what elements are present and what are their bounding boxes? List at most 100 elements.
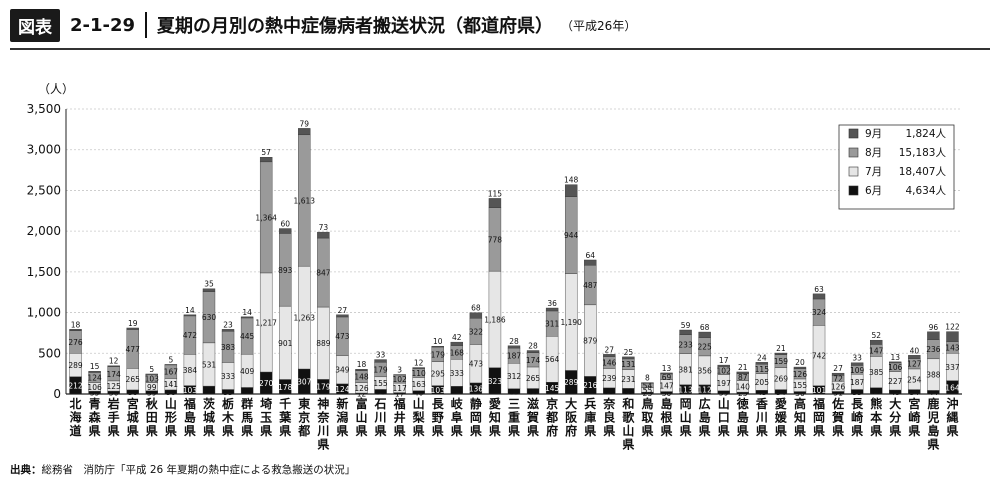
data-label: 27 <box>338 306 348 315</box>
data-label: 307 <box>297 378 312 387</box>
bar-segment <box>660 372 673 375</box>
x-tick-label: 埼玉県 <box>260 396 272 438</box>
data-label: 205 <box>755 378 770 387</box>
x-tick-label: 鹿児島県 <box>926 396 939 452</box>
x-tick-label: 山梨県 <box>412 396 425 438</box>
y-tick-label: 1,000 <box>27 306 61 320</box>
data-label: 27 <box>833 364 843 373</box>
bar-segment <box>507 345 521 349</box>
legend-series-total: 15,183人 <box>899 147 947 159</box>
bar-segment <box>908 355 921 359</box>
data-label: 10 <box>433 337 443 346</box>
data-label: 64 <box>585 251 595 260</box>
data-label: 117 <box>392 384 407 393</box>
legend-swatch <box>848 147 859 158</box>
x-tick-label: 福岡県 <box>812 396 825 438</box>
data-label: 59 <box>681 321 691 330</box>
data-label: 94 <box>452 386 462 395</box>
data-label: 57 <box>261 148 271 157</box>
data-label: 79 <box>300 119 310 128</box>
data-label: 28 <box>528 342 538 351</box>
y-tick-label: 3,500 <box>27 102 61 116</box>
data-label: 147 <box>659 382 674 391</box>
data-label: 167 <box>164 368 179 377</box>
y-tick-label: 500 <box>38 346 61 360</box>
legend-series-total: 1,824人 <box>905 128 946 140</box>
bar-segment <box>946 331 959 342</box>
bar-segment <box>736 371 749 374</box>
bar-segment <box>374 359 387 363</box>
data-label: 52 <box>871 331 881 340</box>
bar-segment <box>298 128 311 136</box>
data-label: 124 <box>335 385 350 394</box>
data-label: 349 <box>335 366 350 375</box>
data-label: 333 <box>450 369 465 378</box>
data-label: 487 <box>583 281 598 290</box>
bar-segment <box>545 307 559 312</box>
data-label: 265 <box>526 374 541 383</box>
data-label: 893 <box>278 266 293 275</box>
data-label: 383 <box>221 343 236 352</box>
data-label: 112 <box>697 385 712 394</box>
x-tick-label: 青森県 <box>89 396 102 438</box>
data-label: 31 <box>833 389 843 398</box>
legend-series-total: 18,407人 <box>899 166 947 178</box>
data-label: 472 <box>183 331 198 340</box>
data-label: 356 <box>697 366 712 375</box>
x-tick-label: 兵庫県 <box>584 396 596 438</box>
data-label: 155 <box>793 381 808 390</box>
data-label: 30 <box>662 389 672 398</box>
data-label: 35 <box>90 389 100 398</box>
data-label: 630 <box>202 313 217 322</box>
data-label: 96 <box>929 323 939 332</box>
bar-segment <box>774 352 788 355</box>
x-tick-label: 熊本県 <box>870 396 882 438</box>
data-label: 889 <box>316 339 331 348</box>
figure-header: 図表 2-1-29 夏期の月別の熱中症傷病者搬送状況（都道府県） （平成26年） <box>10 8 636 42</box>
data-label: 73 <box>319 223 329 232</box>
data-label: 24 <box>757 353 767 362</box>
data-label: 269 <box>774 375 789 384</box>
data-label: 122 <box>945 323 960 332</box>
bar-segment <box>183 314 197 317</box>
x-tick-label: 北海道 <box>70 396 82 438</box>
data-label: 23 <box>738 389 748 398</box>
data-label: 40 <box>414 388 424 397</box>
data-label: 879 <box>583 337 598 346</box>
data-label: 106 <box>87 383 102 392</box>
data-label: 109 <box>850 366 865 375</box>
bar-segment <box>88 371 101 373</box>
data-label: 115 <box>755 365 770 374</box>
bar-segment <box>870 339 883 345</box>
data-label: 295 <box>431 370 446 379</box>
chart-subtitle: （平成26年） <box>561 18 637 33</box>
stacked-bar-chart: 05001,0001,5002,0002,5003,0003,500（人）212… <box>27 82 962 452</box>
x-tick-label: 高知県 <box>793 396 806 438</box>
bar-segment <box>889 361 902 364</box>
data-label: 15 <box>90 362 100 371</box>
x-tick-label: 大阪府 <box>565 396 578 438</box>
data-label: 385 <box>869 368 884 377</box>
data-label: 50 <box>166 388 176 397</box>
y-tick-label: 2,000 <box>27 224 61 238</box>
x-tick-label: 徳島県 <box>736 396 749 438</box>
data-label: 102 <box>717 367 732 376</box>
legend-series-name: 7月 <box>865 166 882 178</box>
data-label: 55 <box>223 388 233 397</box>
bar-segment <box>221 329 235 332</box>
data-label: 126 <box>354 384 369 393</box>
data-label: 236 <box>926 345 941 354</box>
bar-segment <box>317 231 330 239</box>
x-tick-label: 香川県 <box>755 396 768 438</box>
bar-segment <box>107 365 120 367</box>
data-label: 33 <box>852 354 862 363</box>
y-tick-label: 3,000 <box>27 143 61 157</box>
bar-segment <box>584 259 597 266</box>
data-label: 473 <box>469 360 484 369</box>
data-label: 944 <box>564 231 579 240</box>
data-label: 164 <box>945 383 960 392</box>
data-label: 146 <box>602 358 617 367</box>
data-label: 136 <box>469 384 484 393</box>
bar-segment <box>469 312 483 319</box>
data-label: 50 <box>128 388 138 397</box>
